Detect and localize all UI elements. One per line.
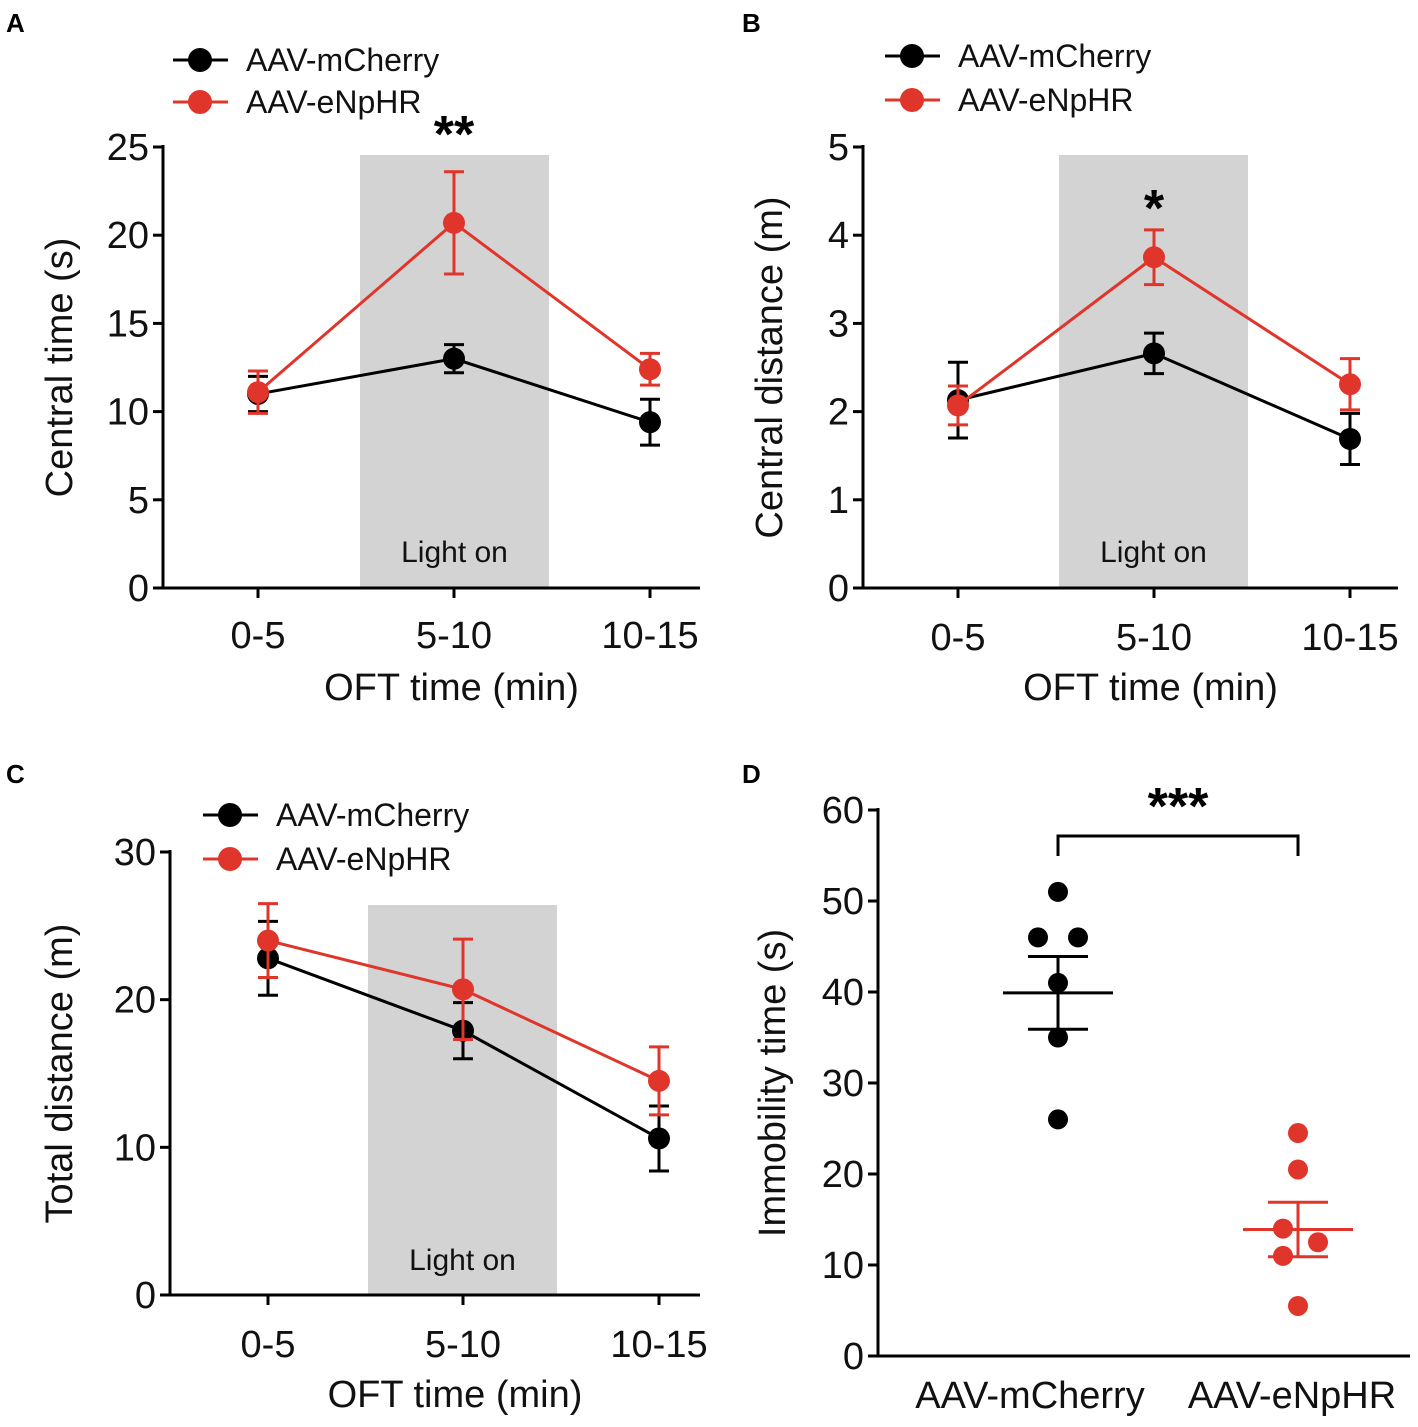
significance-bracket — [1056, 834, 1300, 856]
data-point — [1068, 927, 1088, 948]
y-axis-title: Central distance (m) — [749, 196, 791, 538]
x-axis-title: OFT time (min) — [324, 667, 579, 709]
data-point — [648, 1069, 670, 1092]
data-point — [1048, 1109, 1068, 1130]
light-on-label: Light on — [409, 1244, 516, 1277]
x-category-label: AAV-mCherry — [915, 1375, 1144, 1417]
y-tick-label: 0 — [843, 1336, 864, 1378]
y-axis-title: Immobility time (s) — [752, 929, 794, 1237]
legend-marker — [188, 90, 212, 114]
legend-label: AAV-mCherry — [246, 42, 439, 78]
data-point — [247, 381, 269, 404]
y-tick-label: 20 — [114, 980, 156, 1022]
y-tick-label: 60 — [822, 790, 864, 832]
x-tick-label: 10-15 — [601, 615, 698, 657]
data-point — [1339, 373, 1361, 396]
data-point — [1143, 246, 1165, 269]
legend-marker — [900, 44, 924, 68]
data-point — [1308, 1232, 1328, 1253]
legend-label: AAV-mCherry — [958, 38, 1151, 74]
data-point — [1339, 427, 1361, 450]
x-axis-title: OFT time (min) — [328, 1374, 583, 1416]
panel-letter-d: D — [742, 759, 761, 789]
y-tick-label: 25 — [107, 127, 149, 169]
y-tick-label: 4 — [828, 215, 849, 257]
data-point — [443, 347, 465, 370]
data-point — [1288, 1295, 1308, 1316]
data-point — [1288, 1159, 1308, 1180]
panel-letter-b: B — [742, 8, 761, 38]
light-on-label: Light on — [1100, 536, 1207, 569]
legend-label: AAV-eNpHR — [246, 84, 421, 120]
y-tick-label: 0 — [135, 1275, 156, 1317]
panel-letter-c: C — [6, 759, 25, 789]
data-point — [639, 358, 661, 381]
y-axis-title: Total distance (m) — [39, 924, 81, 1224]
significance-marker: ** — [434, 106, 475, 164]
data-point — [648, 1127, 670, 1150]
legend-label: AAV-eNpHR — [276, 841, 451, 877]
panel-d-immobility-chart: 0 10 20 30 40 50 60 Immobility time (s) AAV-mChe… — [752, 778, 1410, 1417]
y-tick-label: 10 — [114, 1127, 156, 1169]
x-tick-label: 5-10 — [1116, 617, 1192, 659]
data-point — [443, 211, 465, 234]
x-axis-title: OFT time (min) — [1023, 667, 1278, 709]
y-tick-label: 40 — [822, 972, 864, 1014]
data-point — [639, 411, 661, 434]
y-tick-label: 5 — [128, 480, 149, 522]
y-tick-label: 10 — [822, 1245, 864, 1287]
data-point — [257, 929, 279, 952]
data-point — [1048, 1027, 1068, 1048]
y-tick-label: 15 — [107, 303, 149, 345]
data-point — [947, 394, 969, 417]
legend-marker — [218, 847, 242, 871]
y-tick-label: 30 — [822, 1063, 864, 1105]
panel-c-total-distance-chart: Light on 0 10 20 30 0-5 5-10 10-15 OFT time (min… — [39, 797, 708, 1416]
x-tick-label: 5-10 — [416, 615, 492, 657]
data-point — [452, 978, 474, 1001]
y-tick-label: 10 — [107, 392, 149, 434]
x-tick-label: 0-5 — [931, 617, 986, 659]
y-tick-label: 30 — [114, 832, 156, 874]
legend-label: AAV-eNpHR — [958, 82, 1133, 118]
x-tick-label: 0-5 — [231, 615, 286, 657]
legend-label: AAV-mCherry — [276, 797, 469, 833]
data-point — [1048, 881, 1068, 902]
y-tick-label: 20 — [107, 215, 149, 257]
y-tick-label: 0 — [128, 568, 149, 610]
y-axis-title: Central time (s) — [39, 238, 81, 498]
y-tick-label: 0 — [828, 568, 849, 610]
x-tick-label: 0-5 — [241, 1324, 296, 1366]
panel-letter-a: A — [6, 8, 25, 38]
x-tick-label: 5-10 — [425, 1324, 501, 1366]
x-tick-label: 10-15 — [1301, 617, 1398, 659]
data-point — [1288, 1123, 1308, 1144]
legend-marker — [900, 88, 924, 112]
significance-marker: * — [1144, 180, 1165, 238]
significance-marker: *** — [1148, 778, 1209, 836]
y-tick-label: 1 — [828, 480, 849, 522]
light-on-label: Light on — [401, 536, 508, 569]
panel-b-central-distance-chart: Light on 0 1 2 3 4 5 0-5 5-10 10-15 OFT time (min)… — [749, 38, 1399, 709]
y-tick-label: 50 — [822, 881, 864, 923]
y-tick-label: 20 — [822, 1154, 864, 1196]
x-tick-label: 10-15 — [610, 1324, 707, 1366]
data-point — [1028, 927, 1048, 948]
legend-marker — [188, 48, 212, 72]
y-tick-label: 5 — [828, 127, 849, 169]
legend-marker — [218, 803, 242, 827]
data-point — [1143, 342, 1165, 365]
y-tick-label: 2 — [828, 392, 849, 434]
y-tick-label: 3 — [828, 303, 849, 345]
x-category-label: AAV-eNpHR — [1188, 1375, 1396, 1417]
panel-a-central-time-chart: Light on 0 5 10 15 20 25 0-5 5-10 10-15 OFT time (… — [39, 42, 700, 709]
